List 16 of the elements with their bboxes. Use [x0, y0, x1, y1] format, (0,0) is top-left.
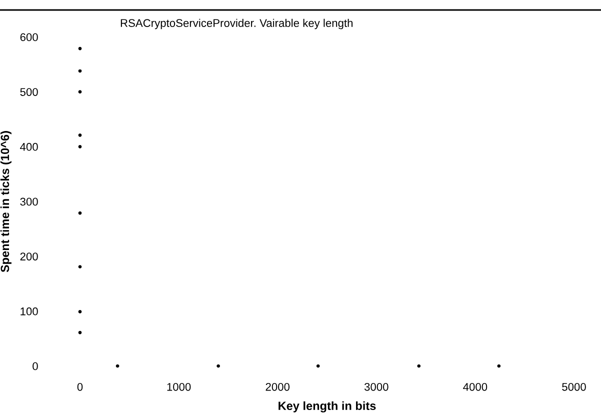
y-tick-label: 600	[20, 33, 38, 42]
y-tick-label: 500	[20, 88, 38, 96]
y-tick-label: 400	[20, 142, 38, 151]
y-axis-title: Spent time in ticks (10^6)	[0, 131, 12, 272]
x-tick-label: 5000	[562, 382, 586, 391]
x-tick-label: 2000	[266, 382, 290, 391]
x-tick-label: 4000	[463, 382, 488, 391]
x-tick-label: 1000	[167, 382, 191, 391]
x-tick-label: 3000	[364, 382, 388, 391]
y-tick-label: 100	[20, 307, 38, 316]
x-tick-label: 0	[77, 382, 83, 391]
y-tick-label: 200	[20, 252, 38, 260]
x-axis-title: Key length in bits	[278, 401, 376, 412]
chart-title: RSACryptoServiceProvider. Vairable key length	[120, 18, 353, 30]
y-tick-label: 300	[20, 198, 38, 206]
y-tick-label: 0	[32, 362, 38, 370]
